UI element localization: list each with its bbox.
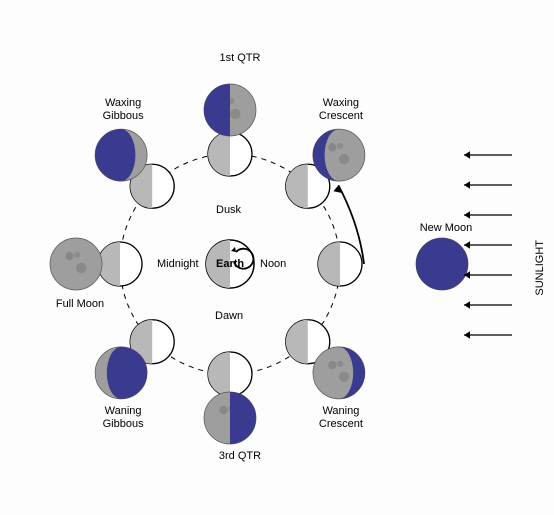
phase-label-wan_cres: WaningCrescent bbox=[309, 405, 373, 431]
phase-first_q bbox=[204, 84, 256, 136]
label-earth: Earth bbox=[216, 258, 244, 271]
phase-wax_gib bbox=[95, 129, 147, 181]
label-sunlight: SUNLIGHT bbox=[534, 240, 546, 296]
phase-wan_gib bbox=[95, 347, 147, 399]
label-noon: Noon bbox=[260, 258, 286, 271]
phase-label-wan_gib: WaningGibbous bbox=[91, 405, 155, 431]
phase-full bbox=[50, 238, 102, 290]
phase-wan_cres bbox=[313, 347, 365, 399]
label-midnight: Midnight bbox=[157, 258, 199, 271]
label-dawn: Dawn bbox=[215, 310, 243, 323]
phase-third_q bbox=[204, 392, 256, 444]
phase-label-full: Full Moon bbox=[48, 298, 112, 311]
phase-new bbox=[416, 238, 468, 290]
label-dusk: Dusk bbox=[216, 204, 241, 217]
phase-label-new: New Moon bbox=[414, 222, 478, 235]
phase-label-first_q: 1st QTR bbox=[208, 52, 272, 65]
phase-label-wax_cres: WaxingCrescent bbox=[309, 97, 373, 123]
phase-label-wax_gib: WaxingGibbous bbox=[91, 97, 155, 123]
phase-wax_cres bbox=[313, 129, 365, 181]
phase-label-third_q: 3rd QTR bbox=[208, 450, 272, 463]
